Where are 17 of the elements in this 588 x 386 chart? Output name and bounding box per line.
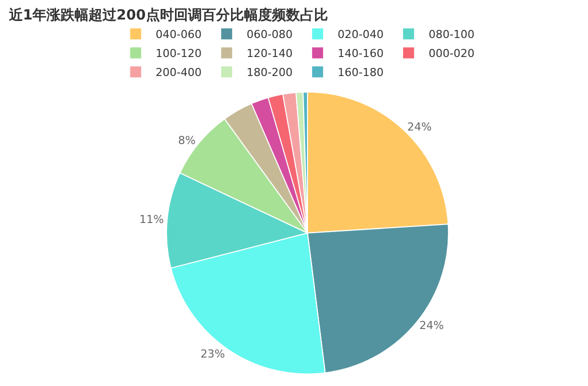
data-label: 24% bbox=[407, 120, 432, 134]
legend-label: 060-080 bbox=[246, 28, 293, 42]
legend-label: 180-200 bbox=[246, 66, 293, 80]
data-label: 24% bbox=[419, 319, 444, 332]
legend-label: 080-100 bbox=[428, 28, 475, 42]
data-label: 11% bbox=[139, 213, 164, 226]
data-label: 23% bbox=[200, 348, 225, 361]
chart-title: 近1年涨跌幅超过200点时回调百分比幅度频数占比 bbox=[8, 6, 328, 24]
data-label: 8% bbox=[178, 134, 196, 147]
legend-label: 040-060 bbox=[156, 28, 202, 42]
legend-label: 100-120 bbox=[156, 47, 202, 60]
legend-label: 140-160 bbox=[338, 47, 384, 60]
legend-label: 020-040 bbox=[338, 28, 384, 42]
legend-label: 200-400 bbox=[156, 66, 202, 80]
legend-label: 000-020 bbox=[428, 47, 475, 60]
legend-label: 120-140 bbox=[246, 47, 293, 60]
legend-label: 160-180 bbox=[338, 66, 384, 80]
